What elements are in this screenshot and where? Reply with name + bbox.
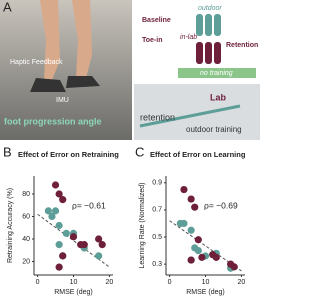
point [80, 241, 88, 249]
panel-letter: C [135, 144, 144, 159]
legs [40, 0, 92, 80]
y-tick-label: 0.7 [152, 207, 162, 214]
y-axis-label: Retraining Accuracy (%) [7, 188, 14, 263]
point [44, 207, 52, 215]
point [59, 252, 67, 260]
point [230, 263, 238, 271]
point [191, 203, 199, 211]
point [55, 241, 63, 249]
point [95, 235, 103, 243]
point [187, 195, 195, 203]
point [59, 196, 67, 204]
toe-in-label: Toe-in [142, 37, 162, 44]
point [51, 181, 60, 189]
x-tick-label: 20 [238, 279, 246, 286]
x-tick-label: 10 [202, 279, 210, 286]
photo [0, 0, 132, 140]
y-tick-label: 80 [22, 191, 30, 198]
shoes [30, 76, 100, 92]
map-outdoor: outdoor training [186, 125, 242, 134]
x-tick-label: 10 [70, 279, 78, 286]
point [180, 185, 188, 194]
y-tick-label: 0.9 [152, 180, 162, 187]
point [194, 246, 202, 255]
y-tick-label: 40 [22, 236, 30, 243]
panel-letter: A [3, 0, 12, 14]
y-tick-label: 20 [22, 258, 30, 265]
point [212, 253, 220, 261]
retention-label: Retention [226, 42, 258, 49]
point [198, 253, 206, 261]
map-retention: retention [140, 112, 175, 122]
point [55, 263, 63, 271]
point [69, 233, 78, 241]
chart-title: Effect of Error on Retraining [18, 150, 119, 159]
panel-letter: B [3, 144, 12, 159]
annotation: ρ= −0.61 [72, 200, 106, 210]
point [62, 229, 70, 237]
y-axis-label: Learning Rate (Normalized) [139, 183, 146, 269]
chart-title: Effect of Error on Learning [150, 150, 246, 159]
angle-label: foot progression angle [4, 116, 102, 126]
in-lab-label: in-lab [180, 34, 197, 41]
imu-label: IMU [56, 97, 69, 104]
point [187, 226, 195, 234]
no-training-bar [178, 68, 256, 78]
x-axis-label: RMSE (deg) [186, 289, 225, 296]
x-axis-label: RMSE (deg) [54, 289, 93, 296]
y-tick-label: 0.5 [152, 234, 162, 241]
haptic-label: Haptic Feedback [10, 59, 63, 66]
point [187, 256, 195, 264]
outdoor-label: outdoor [198, 5, 222, 12]
x-tick-label: 0 [168, 279, 172, 286]
point [48, 212, 56, 221]
point [51, 207, 60, 215]
map [134, 84, 260, 140]
baseline-label: Baseline [142, 17, 171, 24]
point [95, 252, 103, 260]
point [55, 221, 63, 230]
no-training-label: no training [200, 70, 233, 77]
point [98, 241, 106, 249]
x-tick-label: 20 [106, 279, 114, 286]
y-tick-label: 0.3 [152, 261, 162, 268]
point [194, 236, 202, 244]
figure: A Haptic Feedback IMU foot progression a… [0, 0, 260, 296]
point [180, 219, 188, 228]
x-tick-label: 0 [36, 279, 40, 286]
diagram: Baseline Toe-in outdoor in-lab Retention… [142, 5, 258, 78]
y-tick-label: 60 [22, 213, 30, 220]
annotation: ρ= −0.69 [204, 200, 238, 210]
point [55, 190, 63, 198]
lab-label: Lab [210, 92, 227, 102]
